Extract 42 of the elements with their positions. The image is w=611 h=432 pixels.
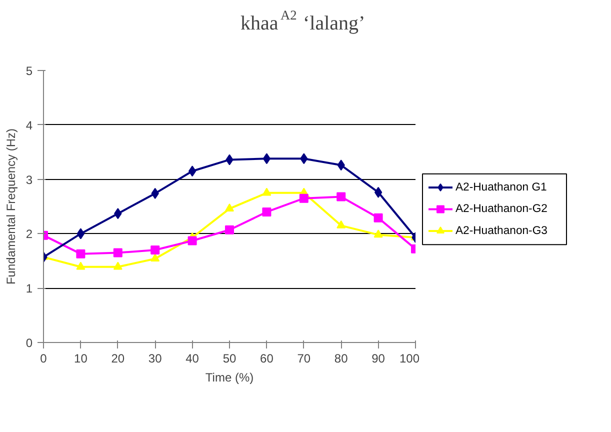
y-tick-label: 3 bbox=[26, 172, 33, 187]
point bbox=[299, 194, 308, 203]
point bbox=[262, 188, 272, 196]
point bbox=[262, 207, 272, 216]
legend-label: A2-Huathanon G1 bbox=[456, 181, 547, 194]
x-tick-label: 70 bbox=[297, 352, 311, 366]
x-tick-label: 20 bbox=[111, 352, 125, 366]
x-tick-label: 40 bbox=[186, 352, 200, 366]
point bbox=[150, 246, 160, 255]
point bbox=[225, 225, 234, 234]
y-tick-label: 5 bbox=[26, 64, 33, 78]
x-tick-label: 80 bbox=[334, 352, 348, 366]
x-tick-label: 10 bbox=[74, 352, 88, 366]
point bbox=[188, 166, 196, 177]
legend-label: A2-Huathanon-G3 bbox=[456, 224, 548, 237]
point bbox=[374, 213, 383, 222]
y-tick-label: 1 bbox=[26, 282, 33, 296]
x-tick-label: 100 bbox=[399, 352, 420, 366]
point bbox=[113, 248, 122, 258]
y-tick-label: 0 bbox=[26, 336, 33, 350]
point bbox=[76, 228, 85, 240]
point bbox=[374, 230, 383, 238]
x-tick-label: 60 bbox=[260, 352, 274, 366]
point bbox=[150, 254, 160, 262]
point bbox=[336, 220, 346, 228]
x-tick-label: 90 bbox=[372, 352, 386, 366]
y-tick-label: 4 bbox=[26, 118, 33, 132]
point bbox=[336, 192, 346, 202]
x-tick-label: 50 bbox=[222, 352, 236, 366]
y-tick-label: 2 bbox=[26, 227, 33, 242]
point bbox=[225, 204, 234, 212]
x-tick-label: 30 bbox=[148, 352, 162, 366]
point bbox=[262, 153, 271, 164]
point bbox=[113, 262, 122, 270]
legend-label: A2-Huathanon-G2 bbox=[456, 203, 548, 216]
y-axis-title: Fundamental Frequency (Hz) bbox=[4, 128, 18, 285]
point bbox=[188, 236, 197, 246]
point bbox=[76, 262, 86, 270]
point bbox=[374, 186, 382, 198]
x-axis-title: Time (%) bbox=[205, 370, 254, 384]
x-tick-label: 0 bbox=[40, 352, 48, 366]
point bbox=[76, 249, 86, 258]
